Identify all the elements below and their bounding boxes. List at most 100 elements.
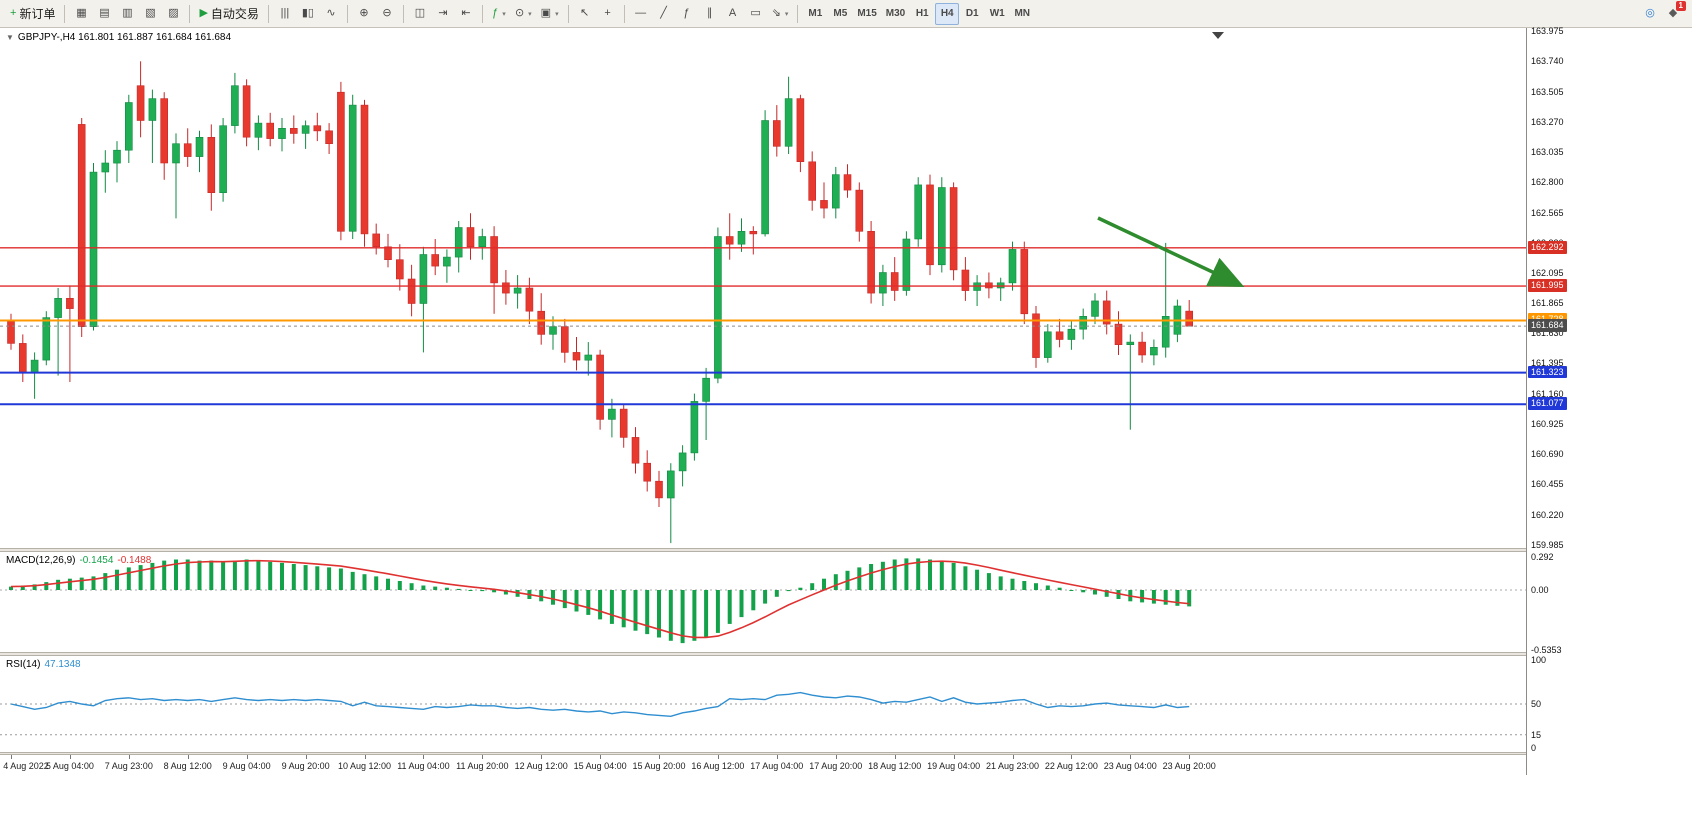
time-axis-label: 21 Aug 23:00 xyxy=(985,761,1040,771)
arrows-objects-icon[interactable]: ⇘ ▾ xyxy=(768,3,793,25)
time-tick xyxy=(69,755,71,759)
auto-trading-button[interactable]: ▶ 自动交易 xyxy=(195,3,262,25)
macd-axis-label: 0.292 xyxy=(1531,552,1554,562)
time-tick xyxy=(364,755,366,759)
chart-ohlc-label: ▼ GBPJPY-,H4 161.801 161.887 161.684 161… xyxy=(6,32,231,43)
tile-windows-icon: ◫ xyxy=(414,7,426,19)
time-tick xyxy=(128,755,130,759)
timeframe-d1[interactable]: D1 xyxy=(960,3,984,25)
candlestick-chart-type-icon[interactable]: ▮▯ xyxy=(297,3,319,25)
fibonacci-icon: ƒ xyxy=(683,7,690,19)
text-icon[interactable]: A xyxy=(722,3,744,25)
notifications-icon[interactable]: ◆ 1 xyxy=(1662,0,1686,25)
chevron-down-icon: ▾ xyxy=(784,10,789,18)
timeframe-m1[interactable]: M1 xyxy=(803,3,827,25)
chart-shift-icon[interactable]: ⇤ xyxy=(455,3,477,25)
price-axis-label: 160.690 xyxy=(1531,449,1564,460)
price-axis[interactable]: 163.975 163.740 163.505 163.270 163.035 162.8… xyxy=(1526,26,1692,775)
trendline-icon: ╱ xyxy=(660,7,667,19)
timeframe-m5[interactable]: M5 xyxy=(828,3,852,25)
bar-chart-type-icon[interactable]: ||| xyxy=(274,3,296,25)
time-tick xyxy=(11,755,12,759)
timeframe-h1-label: H1 xyxy=(915,8,929,19)
navigator-icon[interactable]: ▧ xyxy=(139,3,161,25)
timeframe-m15-label: M15 xyxy=(857,8,877,19)
periods-icon: ⊙ xyxy=(514,7,525,19)
auto-trading-icon: ▶ xyxy=(199,7,208,19)
line-chart-type-icon[interactable]: ∿ xyxy=(320,3,342,25)
toolbar-group: ◫ ⇥ ⇤ xyxy=(407,3,479,25)
zoom-out-icon[interactable]: ⊖ xyxy=(376,3,398,25)
fibonacci-icon[interactable]: ƒ xyxy=(676,3,698,25)
timeframe-mn-label: MN xyxy=(1014,8,1031,19)
trend-arrow[interactable] xyxy=(1097,216,1245,287)
time-axis-label: 23 Aug 20:00 xyxy=(1162,761,1216,771)
cursor-icon: ↖ xyxy=(579,7,590,19)
line-chart-type-icon: ∿ xyxy=(326,7,336,19)
collapse-arrow-icon[interactable]: ▼ xyxy=(6,33,14,42)
indicators-icon[interactable]: ƒ ▾ xyxy=(488,3,510,25)
time-axis-label: 18 Aug 12:00 xyxy=(868,761,922,771)
candlestick-chart-type-icon: ▮▯ xyxy=(301,7,314,19)
price-axis-label: 163.035 xyxy=(1531,147,1564,158)
price-axis-label: 162.095 xyxy=(1531,268,1564,279)
zoom-out-icon: ⊖ xyxy=(382,7,392,19)
templates-icon[interactable]: ▣ ▾ xyxy=(537,3,563,25)
time-tick xyxy=(659,755,660,759)
charts-window-icon: ▦ xyxy=(76,7,87,19)
horizontal-line-icon[interactable]: — xyxy=(630,3,652,25)
timeframe-m30[interactable]: M30 xyxy=(882,3,909,25)
price-tag: 162.292 xyxy=(1528,240,1567,254)
price-axis-label: 160.220 xyxy=(1531,509,1564,520)
search-icon[interactable]: ◎ xyxy=(1639,3,1661,25)
charts-window-icon[interactable]: ▦ xyxy=(70,3,92,25)
toolbar-group: ◎ ◆ 1 xyxy=(1637,0,1688,25)
crosshair-icon: + xyxy=(604,7,611,19)
timeframe-h1[interactable]: H1 xyxy=(910,3,934,25)
panel-splitter[interactable] xyxy=(0,652,1692,656)
time-axis-label: 7 Aug 23:00 xyxy=(104,761,153,771)
text-icon: A xyxy=(728,7,737,19)
cursor-icon[interactable]: ↖ xyxy=(574,3,596,25)
zoom-in-icon[interactable]: ⊕ xyxy=(353,3,375,25)
time-tick xyxy=(776,755,778,759)
timeframe-w1[interactable]: W1 xyxy=(985,3,1009,25)
rsi-panel[interactable] xyxy=(0,656,1526,752)
auto-scroll-icon[interactable]: ⇥ xyxy=(432,3,454,25)
market-watch-icon[interactable]: ▤ xyxy=(93,3,115,25)
tile-windows-icon[interactable]: ◫ xyxy=(409,3,431,25)
panel-splitter[interactable] xyxy=(0,752,1692,755)
market-watch-icon: ▤ xyxy=(99,7,110,19)
panel-splitter[interactable] xyxy=(0,548,1692,552)
crosshair-icon[interactable]: + xyxy=(597,3,619,25)
notification-badge[interactable]: 1 xyxy=(1675,0,1686,11)
timeframe-m15[interactable]: M15 xyxy=(853,3,880,25)
macd-panel[interactable] xyxy=(0,552,1526,652)
time-tick xyxy=(953,755,955,759)
data-window-icon[interactable]: ▥ xyxy=(116,3,138,25)
text-label-icon[interactable]: ▭ xyxy=(745,3,767,25)
terminal-window-icon[interactable]: ▨ xyxy=(162,3,184,25)
zoom-in-icon: ⊕ xyxy=(359,7,369,19)
price-axis-label: 160.925 xyxy=(1531,418,1564,429)
rsi-axis-label: 50 xyxy=(1531,699,1542,709)
time-axis[interactable]: 4 Aug 2022 5 Aug 04:00 7 Aug 23:00 8 Aug 12… xyxy=(0,755,1526,840)
time-tick xyxy=(246,755,248,759)
auto-trading-button-label: 自动交易 xyxy=(210,7,259,21)
chart-shift-marker-icon[interactable] xyxy=(1212,32,1224,39)
toolbar-separator xyxy=(797,4,799,23)
equidistant-channel-icon: ∥ xyxy=(706,7,713,19)
equidistant-channel-icon[interactable]: ∥ xyxy=(699,3,721,25)
new-order-button[interactable]: + 新订单 xyxy=(6,3,59,25)
timeframe-mn[interactable]: MN xyxy=(1010,3,1034,25)
timeframe-h4[interactable]: H4 xyxy=(935,2,960,25)
time-tick xyxy=(305,755,307,759)
timeframe-m30-label: M30 xyxy=(885,8,906,19)
trendline-icon[interactable]: ╱ xyxy=(653,3,675,25)
time-tick xyxy=(541,755,543,759)
price-chart-canvas[interactable] xyxy=(0,28,1526,548)
toolbar-separator xyxy=(402,4,404,23)
time-axis-label: 23 Aug 04:00 xyxy=(1103,761,1157,771)
periods-icon[interactable]: ⊙ ▾ xyxy=(511,3,536,25)
timeframe-w1-label: W1 xyxy=(989,8,1005,19)
